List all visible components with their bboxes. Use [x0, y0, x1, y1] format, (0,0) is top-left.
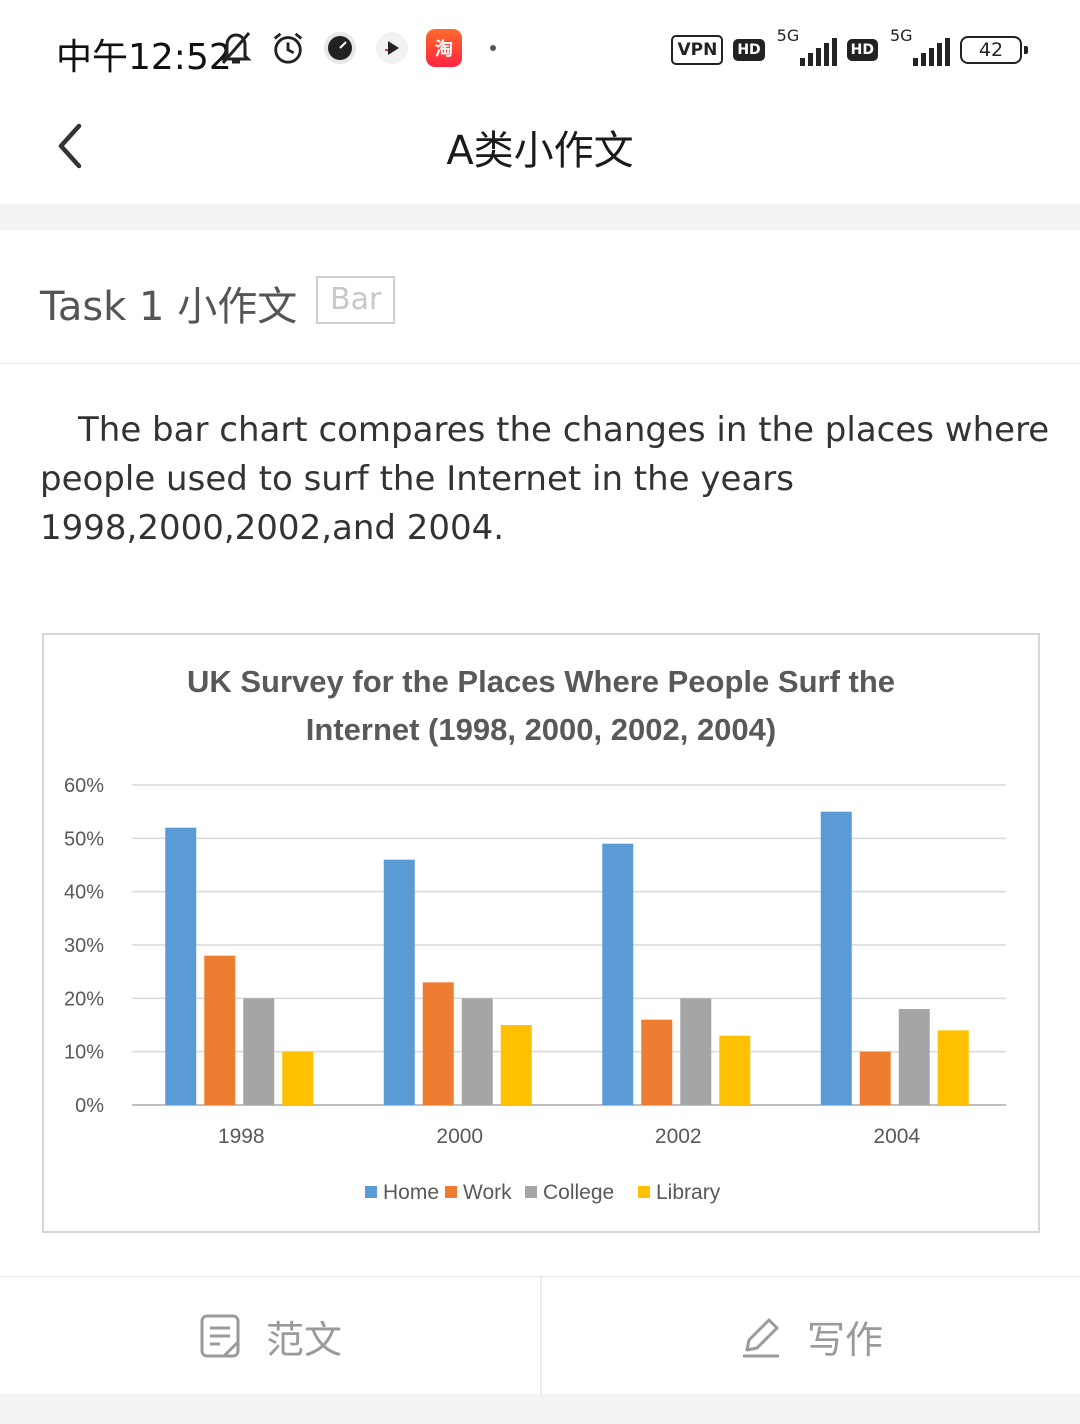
legend-swatch-home	[365, 1186, 377, 1198]
bottom-action-bar: 范文 写作	[0, 1276, 1080, 1395]
sample-essay-label: 范文	[265, 1317, 342, 1362]
chart-title-line: UK Survey for the Places Where People Su…	[187, 664, 895, 699]
legend-swatch-work	[445, 1186, 457, 1198]
y-tick-label: 50%	[64, 828, 104, 850]
legend-label-work: Work	[463, 1181, 512, 1204]
y-tick-label: 10%	[64, 1042, 104, 1064]
vpn-badge: VPN	[671, 35, 724, 65]
bar-chart-image: UK Survey for the Places Where People Su…	[42, 633, 1040, 1233]
bottom-safe-area	[0, 1394, 1080, 1424]
x-tick-label: 2000	[436, 1125, 483, 1148]
bar-college-2002	[680, 998, 712, 1105]
signal-icon: 5G	[888, 26, 950, 70]
legend-swatch-college	[525, 1186, 537, 1198]
write-label: 写作	[806, 1317, 883, 1362]
bar-home-2000	[383, 859, 415, 1105]
more-notifications-dot	[490, 45, 496, 51]
app-dark-circle-icon	[322, 28, 358, 68]
status-notification-icons: 淘	[218, 28, 496, 68]
legend-swatch-library	[638, 1186, 650, 1198]
bell-muted-icon	[218, 28, 254, 68]
x-tick-label: 2002	[655, 1125, 702, 1148]
bar-library-2000	[500, 1025, 532, 1105]
video-app-icon	[374, 28, 410, 68]
status-bar: 中午12:52 淘 VPN HD 5G HD 5G 42	[0, 0, 1080, 100]
hd-badge: HD	[846, 39, 878, 61]
y-tick-label: 60%	[64, 775, 104, 797]
legend-label-library: Library	[656, 1181, 721, 1204]
bar-college-2004	[898, 1009, 930, 1105]
bar-home-1998	[165, 827, 197, 1105]
document-icon	[200, 1314, 240, 1358]
status-time: 中午12:52	[56, 37, 232, 78]
x-tick-label: 1998	[218, 1125, 265, 1148]
bar-work-1998	[204, 955, 236, 1105]
section-divider	[0, 204, 1080, 230]
task-description: The bar chart compares the changes in th…	[40, 410, 1050, 548]
taobao-app-icon: 淘	[426, 29, 462, 67]
y-tick-label: 30%	[64, 935, 104, 957]
bar-work-2002	[641, 1019, 673, 1105]
alarm-clock-icon	[270, 28, 306, 68]
bar-chart: UK Survey for the Places Where People Su…	[64, 664, 1006, 1204]
y-tick-label: 40%	[64, 882, 104, 904]
signal-icon: 5G	[775, 26, 837, 70]
network-type-label: 5G	[776, 26, 800, 45]
back-button[interactable]	[40, 116, 100, 176]
legend-label-home: Home	[383, 1181, 439, 1204]
bar-work-2004	[859, 1051, 891, 1105]
y-tick-label: 0%	[75, 1095, 104, 1117]
battery-indicator: 42	[960, 36, 1028, 64]
bar-library-2004	[937, 1030, 969, 1105]
chevron-left-icon	[58, 123, 82, 169]
bar-home-2004	[820, 811, 852, 1105]
chart-type-tag: Bar	[316, 276, 396, 324]
network-type-label: 5G	[890, 26, 913, 45]
page-title: A类小作文	[446, 128, 634, 174]
bar-work-2000	[422, 982, 454, 1105]
task-header: Task 1 小作文 Bar	[0, 230, 1080, 364]
legend-label-college: College	[543, 1181, 614, 1204]
y-tick-label: 20%	[64, 988, 104, 1010]
pencil-icon	[742, 1318, 779, 1358]
task-title: Task 1 小作文	[40, 284, 298, 330]
bar-college-2000	[461, 998, 493, 1105]
hd-badge: HD	[733, 39, 765, 61]
sample-essay-button[interactable]: 范文	[0, 1277, 540, 1395]
bar-home-2002	[602, 843, 634, 1105]
chart-title-line: Internet (1998, 2000, 2002, 2004)	[306, 712, 776, 747]
nav-bar: A类小作文	[0, 100, 1080, 204]
status-system-icons: VPN HD 5G HD 5G 42	[671, 26, 1028, 70]
bar-library-2002	[719, 1035, 751, 1105]
x-tick-label: 2004	[873, 1125, 920, 1148]
write-button[interactable]: 写作	[540, 1277, 1080, 1395]
bar-library-1998	[282, 1051, 314, 1105]
bar-college-1998	[243, 998, 275, 1105]
